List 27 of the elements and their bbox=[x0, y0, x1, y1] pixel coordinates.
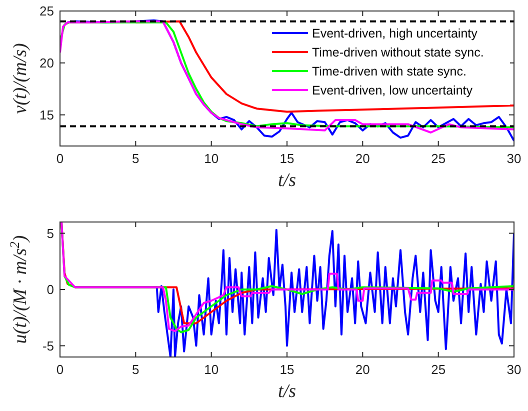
y-tick-label: 25 bbox=[40, 4, 54, 18]
x-tick-label: 25 bbox=[431, 362, 446, 377]
legend-label: Time-driven with state sync. bbox=[312, 64, 466, 78]
x-tick-label: 5 bbox=[132, 151, 140, 166]
x-tick-label: 20 bbox=[355, 151, 370, 166]
y-tick-label: 20 bbox=[40, 55, 54, 70]
x-tick-label: 20 bbox=[355, 362, 370, 377]
x-tick-label: 15 bbox=[280, 151, 294, 166]
y-tick-label: 15 bbox=[40, 107, 54, 122]
x-tick-label: 30 bbox=[506, 362, 522, 377]
x-tick-label: 10 bbox=[204, 151, 219, 166]
x-tick-label: 10 bbox=[204, 362, 219, 377]
legend-label: Time-driven without state sync. bbox=[312, 46, 484, 60]
legend-label: Event-driven, high uncertainty bbox=[312, 26, 478, 40]
legend-label: Event-driven, low uncertainty bbox=[312, 84, 474, 98]
x-tick-label: 25 bbox=[431, 151, 446, 166]
y-axis-title: v(t)/(m/s) bbox=[10, 43, 31, 114]
x-tick-label: 0 bbox=[56, 151, 64, 166]
y-tick-label: -5 bbox=[42, 338, 54, 354]
y-tick-label: 0 bbox=[46, 282, 54, 297]
x-tick-label: 5 bbox=[132, 362, 140, 377]
x-tick-label: 30 bbox=[506, 151, 522, 166]
x-tick-label: 0 bbox=[56, 362, 64, 377]
x-tick-label: 15 bbox=[280, 362, 294, 377]
x-axis-title: t/s bbox=[278, 170, 296, 191]
y-tick-label: 5 bbox=[46, 226, 54, 241]
x-axis-title: t/s bbox=[278, 381, 296, 402]
